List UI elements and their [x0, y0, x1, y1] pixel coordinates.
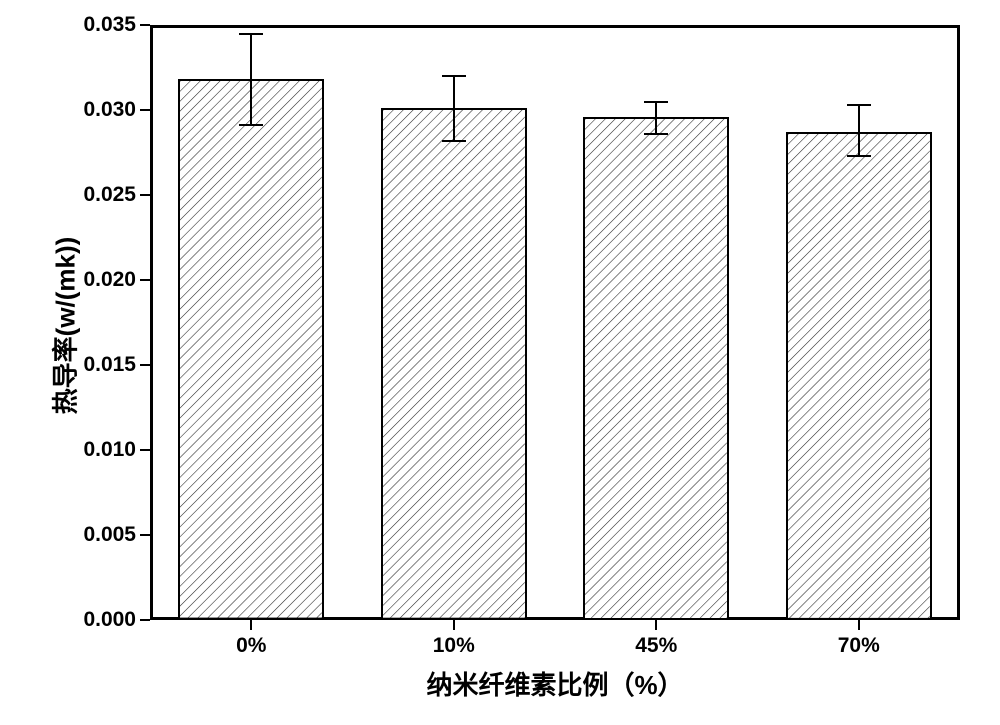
x-tick-label: 10%: [404, 634, 504, 658]
errorbar-cap-top: [442, 75, 466, 77]
x-tick-mark: [453, 620, 455, 630]
x-tick-label: 0%: [201, 634, 301, 658]
y-tick-mark: [140, 109, 150, 111]
errorbar-stem: [250, 34, 252, 126]
y-tick-mark: [140, 619, 150, 621]
x-axis-label: 纳米纤维素比例（%）: [305, 665, 805, 702]
x-tick-label: 45%: [606, 634, 706, 658]
y-tick-mark: [140, 364, 150, 366]
errorbar-cap-bottom: [847, 155, 871, 157]
y-tick-label: 0.000: [56, 608, 136, 632]
errorbar-stem: [453, 76, 455, 141]
y-tick-label: 0.005: [56, 523, 136, 547]
errorbar-cap-top: [644, 101, 668, 103]
bar: [178, 79, 324, 620]
y-tick-mark: [140, 279, 150, 281]
errorbar-cap-bottom: [239, 124, 263, 126]
y-tick-mark: [140, 194, 150, 196]
bar: [381, 108, 527, 620]
y-tick-mark: [140, 24, 150, 26]
errorbar-cap-top: [847, 104, 871, 106]
errorbar-stem: [858, 105, 860, 156]
x-tick-mark: [655, 620, 657, 630]
errorbar-cap-bottom: [442, 140, 466, 142]
x-tick-mark: [250, 620, 252, 630]
y-axis-label: 热导率(w/(mk)): [46, 175, 83, 475]
errorbar-cap-top: [239, 33, 263, 35]
y-tick-mark: [140, 449, 150, 451]
y-tick-mark: [140, 534, 150, 536]
chart-container: 0.0000.0050.0100.0150.0200.0250.0300.035…: [0, 0, 1000, 725]
errorbar-cap-bottom: [644, 133, 668, 135]
bar: [786, 132, 932, 620]
bar: [583, 117, 729, 620]
y-tick-label: 0.030: [56, 98, 136, 122]
errorbar-stem: [655, 102, 657, 134]
x-tick-mark: [858, 620, 860, 630]
x-tick-label: 70%: [809, 634, 909, 658]
y-tick-label: 0.035: [56, 13, 136, 37]
